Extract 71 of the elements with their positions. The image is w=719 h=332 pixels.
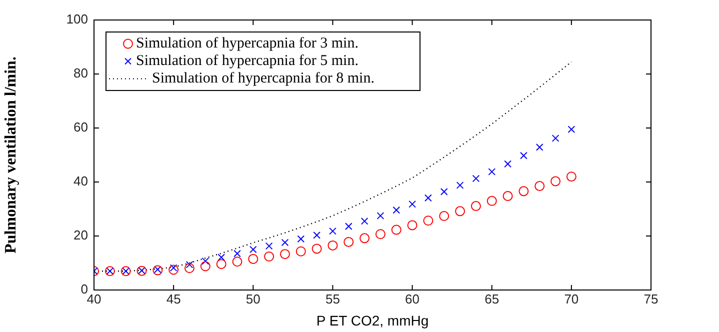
- legend-label: Simulation of hypercapnia for 5 min.: [136, 53, 358, 70]
- point: [234, 250, 241, 258]
- point: [472, 174, 480, 182]
- point: [486, 196, 497, 206]
- point: [407, 220, 418, 230]
- point: [216, 259, 226, 270]
- point: [329, 227, 336, 235]
- point: [202, 257, 210, 265]
- point: [534, 181, 545, 192]
- point: [455, 206, 466, 216]
- x-tick-label: 65: [484, 291, 500, 306]
- y-tick-label: 100: [66, 12, 88, 27]
- point: [312, 244, 322, 254]
- point: [518, 186, 529, 196]
- x-tick-label: 60: [405, 291, 420, 306]
- point: [360, 233, 370, 244]
- y-axis-title: Pulmonary ventilation l/min.: [2, 56, 20, 254]
- point: [296, 246, 306, 256]
- x-tick-label: 70: [564, 291, 579, 306]
- point: [376, 212, 384, 220]
- point: [423, 216, 434, 226]
- point: [520, 152, 528, 160]
- point: [552, 134, 560, 142]
- x-tick-label: 40: [86, 291, 102, 306]
- point: [504, 160, 512, 168]
- point: [470, 201, 481, 212]
- x-tick-label: 50: [246, 291, 260, 306]
- point: [344, 222, 352, 230]
- point: [264, 252, 274, 262]
- y-tick-label: 0: [80, 282, 88, 297]
- point: [281, 238, 289, 246]
- x-axis-title: P ET CO2, mmHg: [316, 312, 429, 328]
- point: [408, 200, 416, 208]
- point: [440, 188, 448, 196]
- y-tick-label: 60: [74, 120, 88, 135]
- y-tick-label: 20: [74, 228, 88, 243]
- legend-label: Simulation of hypercapnia for 8 min.: [152, 70, 374, 87]
- point: [536, 143, 544, 151]
- point: [200, 261, 210, 272]
- point: [186, 260, 194, 268]
- point: [170, 264, 178, 272]
- y-tick-label: 80: [74, 66, 88, 81]
- x-tick-label: 75: [644, 291, 658, 306]
- point: [232, 256, 242, 267]
- point: [360, 217, 368, 225]
- point: [566, 172, 576, 182]
- point: [248, 254, 258, 264]
- point: [502, 191, 513, 202]
- point: [344, 236, 354, 247]
- legend-label: Simulation of hypercapnia for 3 min.: [136, 36, 358, 52]
- point: [184, 263, 194, 274]
- point: [218, 254, 225, 262]
- x-tick-label: 45: [166, 291, 181, 306]
- point: [392, 206, 400, 214]
- point: [297, 235, 305, 243]
- point: [313, 232, 320, 239]
- point: [168, 264, 179, 275]
- point: [550, 176, 561, 186]
- point: [249, 246, 257, 254]
- point: [391, 224, 402, 235]
- x-tick-label: 55: [325, 291, 340, 306]
- point: [328, 240, 338, 250]
- point: [280, 249, 290, 260]
- point: [375, 229, 386, 240]
- point: [439, 211, 450, 222]
- point: [265, 242, 273, 250]
- point: [424, 194, 432, 202]
- point: [488, 168, 496, 176]
- y-tick-label: 40: [74, 174, 88, 189]
- point: [456, 182, 464, 189]
- point: [568, 126, 576, 134]
